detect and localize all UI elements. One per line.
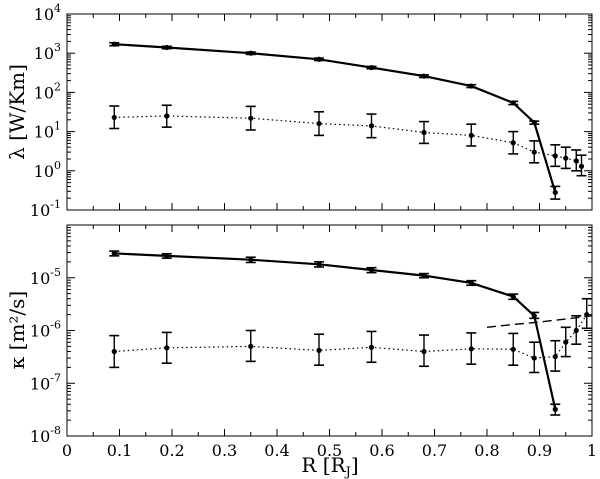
x-axis-label: R [RJ] (301, 453, 358, 479)
top-data-point (248, 50, 254, 56)
top-data-point (248, 115, 254, 121)
top-data-point (368, 123, 375, 129)
top-data-point (573, 158, 579, 164)
top-data-point (552, 153, 558, 159)
top-y-tick-label: 10-1 (30, 198, 61, 220)
x-tick-label: 0.5 (317, 441, 342, 460)
bottom-data-point (248, 257, 254, 263)
bottom-panel: 0 0.1 0.2 0.3 0.4 0.5 0.6 0.7 0.8 0.9 1 10-8 10-7 10-… (30, 224, 597, 460)
top-data-point (510, 100, 516, 106)
top-y-tick-label: 101 (34, 120, 61, 142)
x-tick-label: 0.9 (527, 441, 552, 460)
bottom-data-point (316, 261, 322, 267)
bottom-data-point (164, 253, 170, 259)
top-data-point (563, 155, 569, 161)
x-tick-label: 1 (587, 441, 597, 460)
top-data-point (316, 56, 322, 62)
x-tick-label: 0.3 (212, 441, 237, 460)
top-data-point (468, 83, 474, 89)
bottom-data-point (531, 355, 537, 361)
bottom-data-point (248, 343, 254, 349)
top-y-tick-label: 102 (34, 80, 61, 102)
top-y-axis-label: λ [W/Km] (5, 64, 29, 160)
top-data-point (421, 129, 427, 136)
top-y-tick-label: 100 (34, 159, 61, 181)
bottom-series-solid-line (114, 252, 557, 410)
x-tick-label: 0.7 (422, 441, 447, 460)
bottom-data-point (111, 250, 117, 256)
bottom-data-point (368, 344, 375, 350)
top-data-point (111, 41, 117, 47)
bottom-plot-frame (66, 224, 593, 437)
top-data-point (111, 114, 117, 121)
top-series-solid-line (114, 43, 557, 193)
top-plot-frame (66, 13, 593, 211)
top-y-tick-label: 104 (34, 2, 61, 24)
top-data-point (164, 44, 170, 51)
bottom-data-point (164, 345, 170, 351)
top-y-tick-label: 103 (34, 41, 61, 63)
top-data-point (531, 119, 537, 126)
top-data-point (552, 189, 558, 196)
bottom-data-point (552, 354, 558, 360)
bottom-series-dotted-line (114, 314, 588, 359)
top-data-point (578, 163, 585, 169)
bottom-y-axis-label: κ [m²/s] (5, 291, 29, 369)
bottom-data-point (468, 280, 474, 286)
x-tick-label: 0.8 (474, 441, 499, 460)
bottom-data-point (316, 347, 322, 353)
bottom-data-point (573, 327, 579, 334)
top-panel: 10-1 100 101 102 103 104 (30, 2, 593, 220)
top-data-point (421, 73, 427, 79)
top-data-point (164, 113, 170, 119)
bottom-y-tick-label: 10-6 (30, 319, 61, 341)
top-data-point (531, 149, 537, 155)
bottom-data-point (368, 267, 375, 273)
x-tick-label: 0.1 (107, 441, 132, 460)
x-tick-label: 0.2 (159, 441, 184, 460)
x-tick-label: 0 (62, 441, 72, 460)
bottom-data-point (468, 346, 474, 352)
bottom-data-point (563, 339, 569, 345)
bottom-data-point (552, 406, 558, 412)
top-data-point (368, 64, 375, 71)
bottom-y-tick-label: 10-7 (30, 371, 61, 393)
top-data-point (510, 140, 516, 146)
bottom-data-point (421, 272, 427, 279)
x-tick-label: 0.4 (264, 441, 289, 460)
bottom-y-tick-label: 10-5 (30, 266, 61, 288)
bottom-data-point (510, 346, 516, 352)
top-data-point (316, 120, 322, 127)
bottom-y-tick-label: 10-8 (30, 424, 61, 446)
bottom-series-dashed-line (486, 315, 593, 328)
bottom-data-point (510, 293, 516, 300)
bottom-data-point (531, 313, 537, 319)
x-tick-label: 0.6 (369, 441, 394, 460)
top-data-point (468, 132, 474, 138)
bottom-data-point (111, 348, 117, 355)
bottom-data-point (421, 348, 427, 355)
